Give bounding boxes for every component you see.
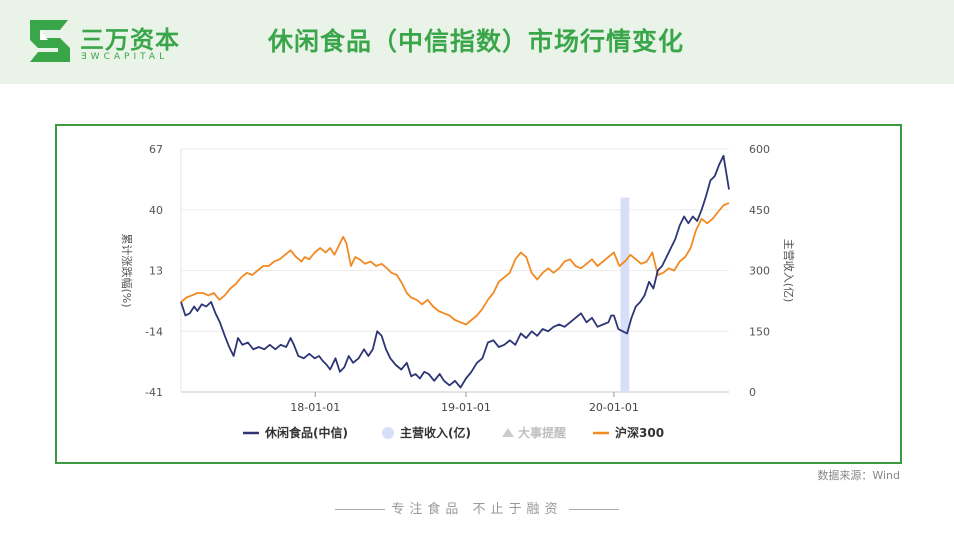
footer-slogan-text: 专注食品 不止于融资 (391, 502, 563, 517)
logo-english-name: ƎWCAPITAL (81, 52, 169, 62)
left-tick-label: 13 (149, 265, 163, 278)
right-tick-label: 450 (749, 204, 770, 217)
footer-line-left (335, 509, 386, 510)
legend-csi300: 沪深300 (593, 425, 664, 440)
page-title: 休闲食品（中信指数）市场行情变化 (268, 27, 685, 56)
legend-revenue-swatch (382, 427, 394, 439)
left-tick-label: 40 (149, 204, 163, 217)
legend-leisure-food-label: 休闲食品(中信) (264, 425, 348, 440)
left-axis-title: 累计涨跌幅(%) (120, 233, 134, 307)
legend-revenue: 主营收入(亿) (382, 425, 471, 440)
x-tick-label: 18-01-01 (290, 401, 340, 414)
legend-csi300-label: 沪深300 (615, 425, 664, 440)
highlight-band-group (620, 197, 630, 392)
x-tick-label: 19-01-01 (441, 401, 491, 414)
header-bar: 三万资本 ƎWCAPITAL 休闲食品（中信指数）市场行情变化 (0, 0, 954, 84)
legend-events-label: 大事提醒 (518, 425, 566, 440)
right-tick-label: 0 (749, 386, 756, 399)
chart-grid (180, 148, 729, 393)
series-line-leisure-food (180, 154, 730, 389)
right-axis-title: 主营收入(亿) (782, 239, 796, 303)
footer-line-right (568, 509, 619, 510)
chart-frame: 67 40 13 -14 -41 600 450 300 150 0 18-01-01 19-01-0… (55, 124, 902, 464)
legend-leisure-food: 休闲食品(中信) (243, 425, 348, 440)
left-tick-label: -14 (145, 325, 163, 338)
right-tick-label: 150 (749, 325, 770, 338)
legend-events-swatch (502, 428, 514, 437)
chart-axes: 67 40 13 -14 -41 600 450 300 150 0 18-01-01 19-01-0… (120, 143, 796, 414)
x-tick-label: 20-01-01 (589, 401, 639, 414)
company-logo: 三万资本 ƎWCAPITAL (26, 18, 216, 68)
series-line-csi300 (180, 202, 730, 326)
chart-legend: 休闲食品(中信) 主营收入(亿) 大事提醒 沪深300 (243, 425, 664, 440)
revenue-bar (620, 197, 630, 392)
left-tick-label: 67 (149, 143, 163, 156)
left-tick-label: -41 (145, 386, 163, 399)
right-tick-label: 600 (749, 143, 770, 156)
footer-slogan: 专注食品 不止于融资 (0, 498, 954, 517)
right-tick-label: 300 (749, 265, 770, 278)
logo-chinese-name: 三万资本 (80, 26, 180, 54)
legend-events: 大事提醒 (502, 425, 566, 440)
legend-revenue-label: 主营收入(亿) (400, 425, 471, 440)
series-lines (180, 154, 730, 389)
logo-s-icon (30, 20, 70, 62)
data-source-note: 数据来源：Wind (817, 469, 900, 482)
line-chart: 67 40 13 -14 -41 600 450 300 150 0 18-01-01 19-01-0… (120, 143, 796, 440)
